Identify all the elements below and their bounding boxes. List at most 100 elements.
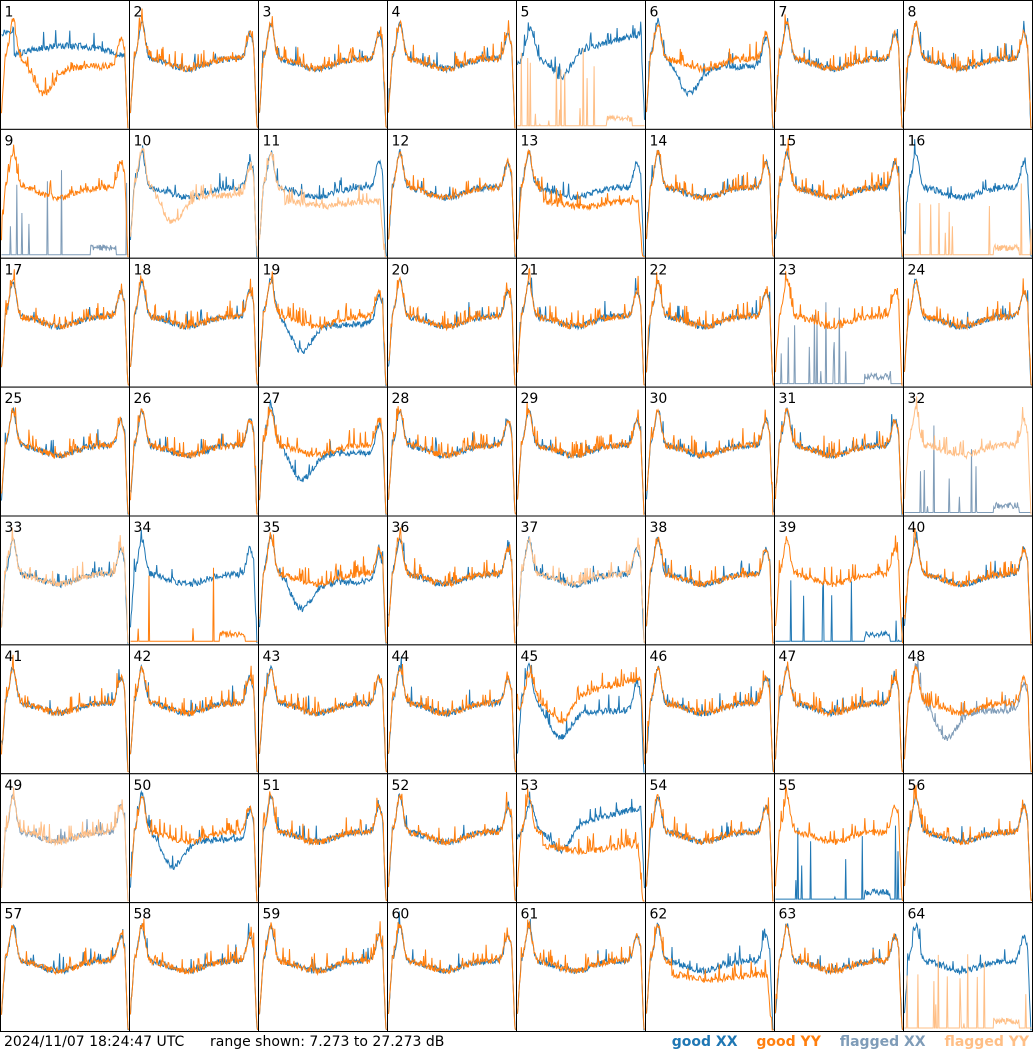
panel-52: 52 bbox=[387, 773, 517, 904]
panel-label: 46 bbox=[650, 649, 668, 665]
series-xx-9 bbox=[1, 170, 129, 256]
panel-label: 40 bbox=[908, 520, 926, 536]
panel-frame bbox=[258, 902, 388, 1032]
series-yy-34 bbox=[130, 567, 258, 642]
series-yy-23 bbox=[775, 271, 903, 386]
series-yy-10 bbox=[130, 147, 258, 257]
panel-32: 32 bbox=[903, 386, 1033, 517]
panel-frame bbox=[387, 902, 517, 1032]
series-yy-27 bbox=[259, 406, 387, 515]
panel-label: 30 bbox=[650, 391, 668, 407]
panel-56: 56 bbox=[903, 773, 1033, 904]
series-xx-1 bbox=[1, 26, 129, 129]
panel-label: 16 bbox=[908, 133, 926, 149]
series-yy-64 bbox=[904, 954, 1032, 1029]
series-xx-55 bbox=[775, 825, 903, 900]
panel-20: 20 bbox=[387, 257, 517, 388]
panel-label: 41 bbox=[5, 649, 23, 665]
series-yy-24 bbox=[904, 278, 1032, 386]
series-yy-6 bbox=[646, 23, 774, 128]
series-xx-43 bbox=[259, 664, 387, 773]
panel-label: 21 bbox=[521, 262, 539, 278]
series-xx-47 bbox=[775, 664, 903, 773]
panel-8: 8 bbox=[903, 0, 1033, 130]
panel-label: 39 bbox=[779, 520, 797, 536]
panel-label: 62 bbox=[650, 907, 668, 923]
panel-label: 6 bbox=[650, 5, 659, 21]
series-yy-39 bbox=[775, 535, 903, 644]
series-yy-51 bbox=[259, 791, 387, 902]
panel-label: 10 bbox=[134, 133, 152, 149]
panel-62: 62 bbox=[645, 902, 775, 1032]
panel-label: 22 bbox=[650, 262, 668, 278]
panel-50: 50 bbox=[129, 773, 259, 904]
series-yy-37 bbox=[517, 537, 645, 644]
series-yy-47 bbox=[775, 661, 903, 773]
panel-42: 42 bbox=[129, 644, 259, 775]
panel-label: 2 bbox=[134, 5, 143, 21]
series-yy-19 bbox=[259, 271, 387, 386]
series-yy-2 bbox=[130, 8, 258, 128]
panel-label: 37 bbox=[521, 520, 539, 536]
panel-label: 43 bbox=[263, 649, 281, 665]
panel-14: 14 bbox=[645, 128, 775, 259]
panel-label: 51 bbox=[263, 778, 281, 794]
panel-frame bbox=[903, 0, 1033, 130]
legend-flagged-yy: flagged YY bbox=[944, 1034, 1029, 1050]
panel-37: 37 bbox=[516, 515, 646, 646]
panel-frame bbox=[774, 902, 904, 1032]
panel-frame bbox=[258, 515, 388, 646]
panel-16: 16 bbox=[903, 128, 1033, 259]
panel-63: 63 bbox=[774, 902, 904, 1032]
series-yy-5 bbox=[517, 48, 645, 127]
panel-label: 61 bbox=[521, 907, 539, 923]
series-yy-63 bbox=[775, 923, 903, 1030]
panel-label: 4 bbox=[392, 5, 401, 21]
panel-label: 32 bbox=[908, 391, 926, 407]
panel-label: 17 bbox=[5, 262, 23, 278]
panel-label: 52 bbox=[392, 778, 410, 794]
panel-38: 38 bbox=[645, 515, 775, 646]
series-yy-22 bbox=[646, 272, 774, 386]
series-yy-62 bbox=[646, 923, 774, 1031]
panel-label: 5 bbox=[521, 5, 530, 21]
series-yy-42 bbox=[130, 665, 258, 773]
panel-label: 12 bbox=[392, 133, 410, 149]
panel-label: 14 bbox=[650, 133, 668, 149]
panel-label: 36 bbox=[392, 520, 410, 536]
panel-64: 64 bbox=[903, 902, 1033, 1032]
panel-label: 28 bbox=[392, 391, 410, 407]
panel-label: 64 bbox=[908, 907, 926, 923]
panel-frame bbox=[258, 773, 388, 904]
series-yy-57 bbox=[1, 925, 129, 1031]
series-yy-46 bbox=[646, 666, 774, 773]
panel-label: 3 bbox=[263, 5, 272, 21]
series-xx-62 bbox=[646, 922, 774, 1031]
series-xx-16 bbox=[904, 139, 1032, 257]
panel-59: 59 bbox=[258, 902, 388, 1032]
panel-label: 20 bbox=[392, 262, 410, 278]
panel-23: 23 bbox=[774, 257, 904, 388]
panel-frame bbox=[0, 128, 130, 259]
series-yy-3 bbox=[259, 16, 387, 128]
panel-label: 13 bbox=[521, 133, 539, 149]
panel-49: 49 bbox=[0, 773, 130, 904]
panel-label: 56 bbox=[908, 778, 926, 794]
panel-35: 35 bbox=[258, 515, 388, 646]
panel-33: 33 bbox=[0, 515, 130, 646]
series-yy-7 bbox=[775, 14, 903, 128]
panel-43: 43 bbox=[258, 644, 388, 775]
panel-frame bbox=[516, 902, 646, 1032]
panel-24: 24 bbox=[903, 257, 1033, 388]
panel-label: 53 bbox=[521, 778, 539, 794]
panel-label: 45 bbox=[521, 649, 539, 665]
series-yy-50 bbox=[130, 795, 258, 902]
panel-label: 49 bbox=[5, 778, 23, 794]
panel-label: 47 bbox=[779, 649, 797, 665]
series-xx-5 bbox=[517, 21, 645, 120]
series-yy-12 bbox=[388, 151, 516, 257]
series-yy-13 bbox=[517, 148, 645, 258]
series-yy-30 bbox=[646, 408, 774, 515]
series-yy-9 bbox=[1, 144, 129, 258]
series-yy-33 bbox=[1, 527, 129, 644]
